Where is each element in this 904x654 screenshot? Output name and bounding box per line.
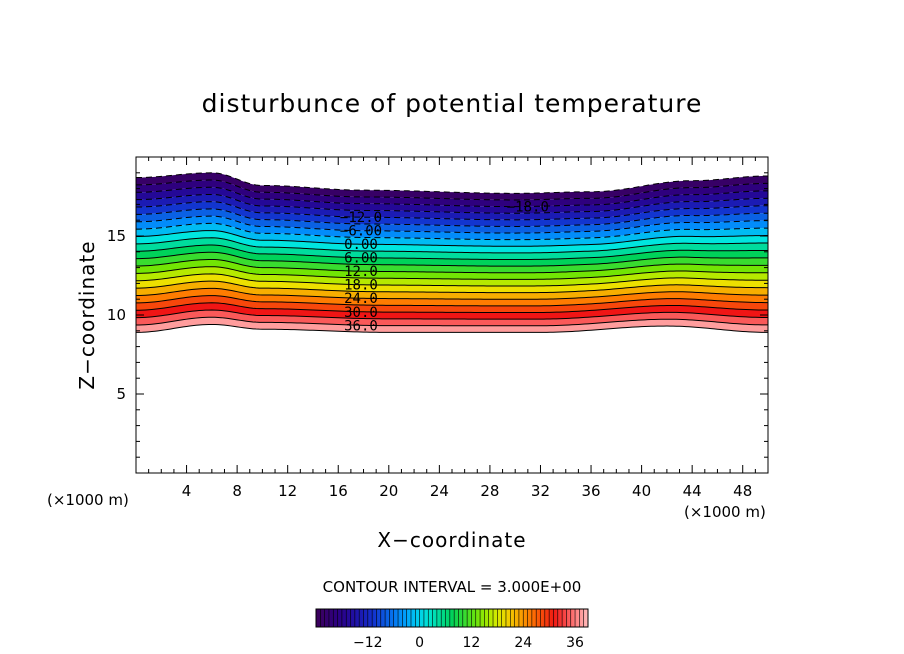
contour-band: [136, 230, 768, 253]
contour-band: [136, 208, 768, 234]
contour-band: [136, 266, 768, 287]
x-unit-right: (×1000 m): [684, 503, 766, 521]
contour-label: −6.00: [340, 224, 382, 240]
contour-label: −18.0: [507, 199, 549, 215]
x-tick-label: 32: [531, 482, 550, 500]
contour-band: [136, 172, 768, 200]
contour-band: [136, 194, 768, 220]
x-unit-left: (×1000 m): [47, 491, 129, 509]
contour-band: [136, 259, 768, 280]
contour-band: [136, 252, 768, 273]
contour-label: 6.00: [344, 251, 378, 267]
contour-line: [136, 258, 768, 274]
x-tick-label: 48: [733, 482, 752, 500]
x-axis-ticks: 4 8 12 16 20 24 28 32 36 40 44 48: [148, 157, 756, 500]
contour-line: [136, 266, 768, 280]
contour-label: 0.00: [344, 237, 378, 253]
contour-band: [136, 201, 768, 227]
contour-label: −12.0: [340, 210, 382, 226]
contour-label: 12.0: [344, 264, 378, 280]
contour-band: [136, 281, 768, 300]
contour-interval-label: CONTOUR INTERVAL = 3.000E+00: [323, 578, 582, 596]
contour-line: [136, 302, 768, 314]
contour-band: [136, 302, 768, 320]
y-axis-label: Z−coordinate: [75, 240, 99, 389]
x-tick-label: 16: [329, 482, 348, 500]
x-tick-label: 36: [581, 482, 600, 500]
contour-label: 36.0: [344, 318, 378, 334]
contour-band: [136, 295, 768, 313]
contour-band: [136, 187, 768, 214]
x-tick-label: 28: [480, 482, 499, 500]
x-tick-label: 24: [430, 482, 449, 500]
contour-line: [136, 316, 768, 327]
contour-line: [136, 295, 768, 307]
y-tick-label: 5: [116, 385, 126, 403]
colorbar-frame: [315, 608, 589, 628]
colorbar-fill: [316, 609, 588, 627]
y-tick-label: 10: [107, 306, 126, 324]
contour-line: [136, 251, 768, 267]
contour-label: 24.0: [344, 291, 378, 307]
contour-line: [136, 273, 768, 287]
colorbar-tick-label: 12: [463, 635, 481, 651]
contour-line: [136, 237, 768, 254]
y-axis-ticks: 5 10 15: [107, 172, 768, 458]
x-axis-label: X−coordinate: [377, 528, 526, 552]
contour-line: [136, 244, 768, 261]
x-tick-label: 4: [182, 482, 192, 500]
colorbar-tick-label: 36: [566, 635, 584, 651]
y-tick-label: 15: [107, 227, 126, 245]
contour-band: [136, 216, 768, 240]
contour-line: [136, 309, 768, 320]
x-tick-label: 40: [632, 482, 651, 500]
contour-band: [136, 237, 768, 260]
colorbar-tick-label: 0: [415, 635, 424, 651]
colorbar-tick-label: 24: [514, 635, 532, 651]
x-tick-label: 8: [232, 482, 242, 500]
colorbar: −12 0 12 24 36: [315, 608, 589, 651]
contour-band: [136, 180, 768, 207]
contour-line: [136, 323, 768, 333]
contour-line: [136, 280, 768, 294]
x-tick-label: 12: [278, 482, 297, 500]
colorbar-tick-label: −12: [353, 635, 383, 651]
chart-title: disturbunce of potential temperature: [202, 89, 703, 118]
contour-label: 18.0: [344, 278, 378, 294]
contour-line: [136, 287, 768, 300]
x-tick-label: 20: [379, 482, 398, 500]
contour-band: [136, 273, 768, 293]
contour-label: 30.0: [344, 305, 378, 321]
contour-band: [136, 288, 768, 306]
contour-line-group: [136, 172, 768, 333]
x-tick-label: 44: [683, 482, 702, 500]
contour-line: [136, 230, 768, 247]
contour-label-group: −18.0 −12.0−6.000.006.0012.018.024.030.03…: [340, 199, 549, 334]
contour-band: [136, 245, 768, 267]
